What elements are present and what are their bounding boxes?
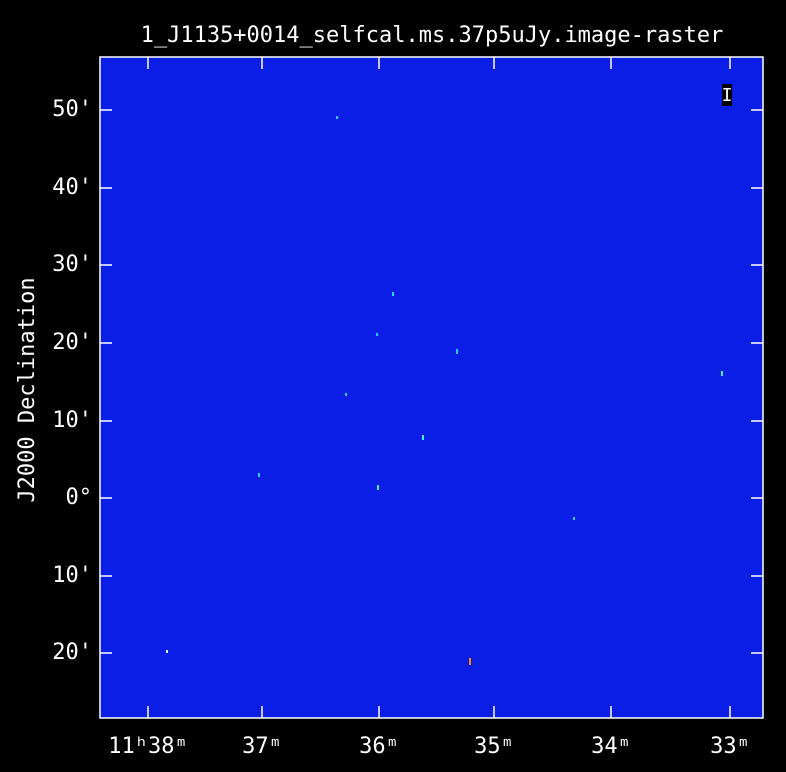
source (166, 650, 168, 653)
source (377, 485, 379, 490)
image-title: 1_J1135+0014_selfcal.ms.37p5uJy.image-ra… (141, 23, 724, 48)
x-tick-label: 35ᵐ (474, 734, 514, 759)
source (721, 371, 723, 376)
y-tick-label: 0° (66, 485, 93, 510)
y-tick-label: 50' (52, 97, 92, 122)
x-tick-label: 34ᵐ (591, 734, 631, 759)
x-tick-label: 11ʰ38ᵐ (108, 734, 187, 759)
source (336, 116, 338, 119)
y-tick-label: 20' (52, 330, 92, 355)
x-tick-label: 33ᵐ (710, 734, 750, 759)
y-ticks: 50' 40' 30' 20' 10' 0° 10' 20' (52, 97, 763, 665)
source (573, 517, 575, 520)
source (392, 292, 394, 296)
y-axis-label: J2000 Declination (15, 277, 40, 502)
y-tick-label: 30' (52, 252, 92, 277)
x-ticks: 11ʰ38ᵐ 37ᵐ 36ᵐ 35ᵐ 34ᵐ 33ᵐ (108, 57, 750, 759)
y-tick-label: 20' (52, 640, 92, 665)
source (456, 349, 458, 354)
source (258, 473, 260, 477)
x-tick-label: 36ᵐ (359, 734, 399, 759)
source (345, 393, 347, 396)
y-tick-label: 40' (52, 175, 92, 200)
sources (166, 116, 723, 665)
source (422, 435, 424, 440)
source (469, 658, 471, 665)
y-tick-label: 10' (52, 408, 92, 433)
stokes-label: I (722, 85, 733, 106)
x-tick-label: 37ᵐ (242, 734, 282, 759)
stokes-box (722, 84, 732, 106)
source (376, 333, 378, 336)
y-tick-label: 10' (52, 563, 92, 588)
image-raster (99, 56, 764, 719)
